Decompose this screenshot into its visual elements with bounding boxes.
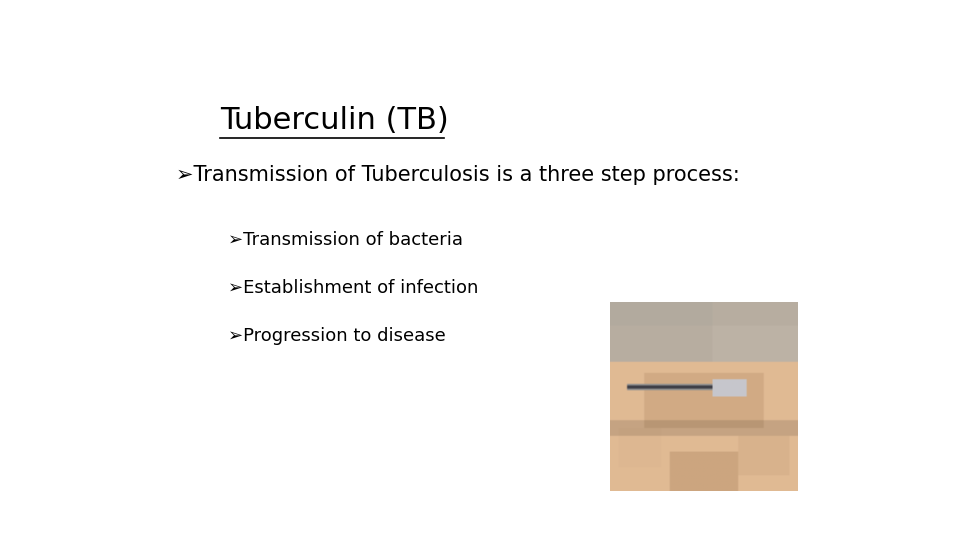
Text: ➢Transmission of bacteria: ➢Transmission of bacteria: [228, 231, 463, 249]
Text: Tuberculin (TB): Tuberculin (TB): [221, 106, 449, 136]
Text: ➢Transmission of Tuberculosis is a three step process:: ➢Transmission of Tuberculosis is a three…: [176, 165, 739, 185]
Text: ➢Progression to disease: ➢Progression to disease: [228, 327, 445, 345]
Text: ➢Establishment of infection: ➢Establishment of infection: [228, 279, 478, 297]
